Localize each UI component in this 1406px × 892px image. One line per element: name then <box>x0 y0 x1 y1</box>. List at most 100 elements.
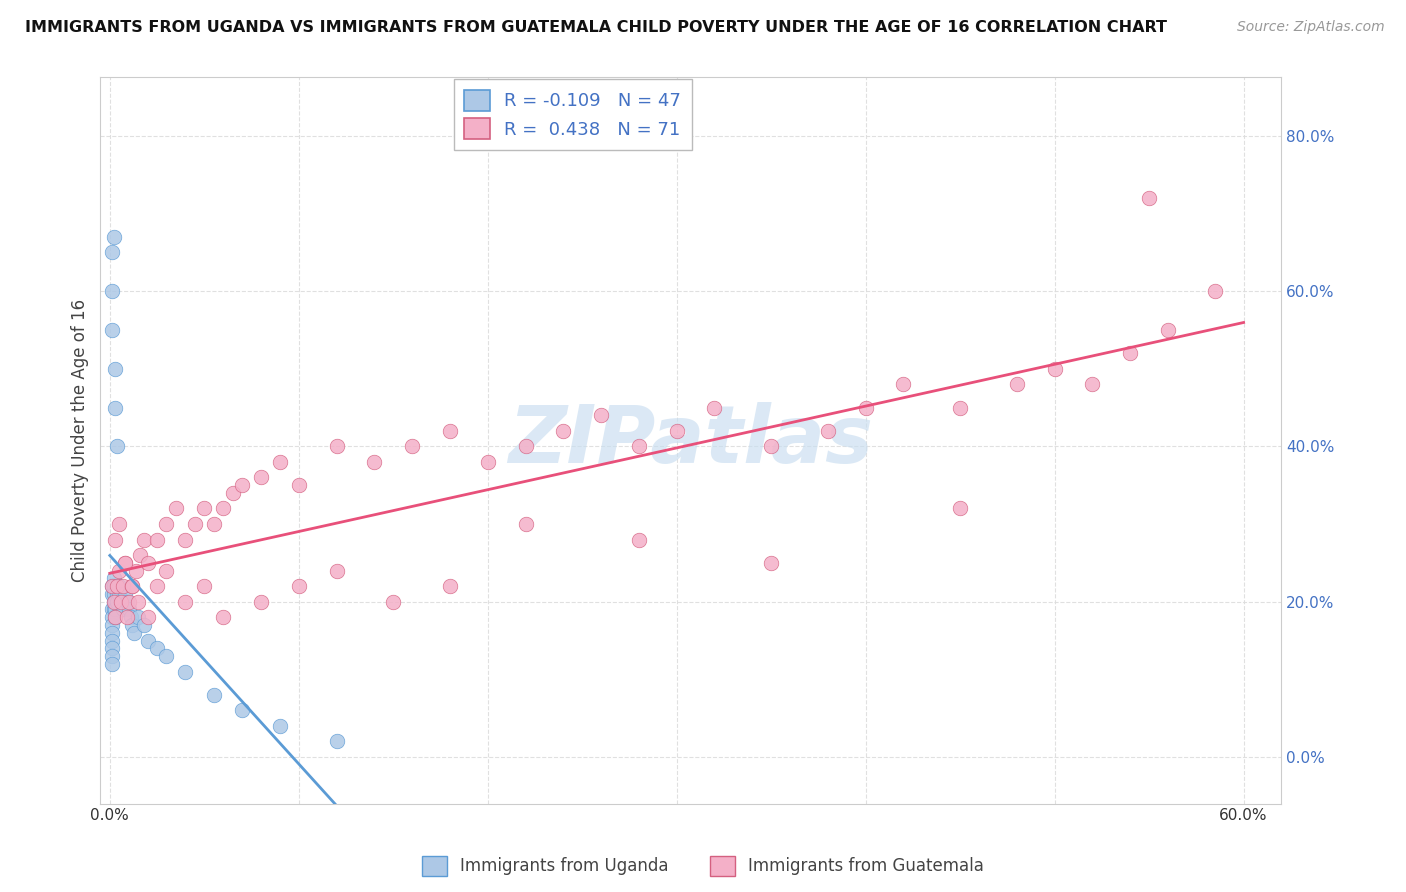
Point <box>108 564 131 578</box>
Point <box>193 579 215 593</box>
Point <box>125 564 148 578</box>
Point <box>114 556 136 570</box>
Point <box>136 556 159 570</box>
Point <box>136 633 159 648</box>
Point <box>155 564 177 578</box>
Text: Source: ZipAtlas.com: Source: ZipAtlas.com <box>1237 20 1385 34</box>
Point <box>949 401 972 415</box>
Point <box>325 734 347 748</box>
Point <box>100 641 122 656</box>
Point <box>127 595 149 609</box>
Point <box>110 595 132 609</box>
Point <box>121 579 143 593</box>
Point <box>100 579 122 593</box>
Point <box>817 424 839 438</box>
Point <box>104 361 127 376</box>
Point <box>132 533 155 547</box>
Text: ZIPatlas: ZIPatlas <box>509 401 873 480</box>
Point <box>382 595 405 609</box>
Point <box>103 602 125 616</box>
Point <box>174 595 197 609</box>
Point <box>112 579 135 593</box>
Point <box>108 579 131 593</box>
Point <box>665 424 688 438</box>
Point <box>127 610 149 624</box>
Point <box>1204 284 1226 298</box>
Point <box>104 602 127 616</box>
Text: IMMIGRANTS FROM UGANDA VS IMMIGRANTS FROM GUATEMALA CHILD POVERTY UNDER THE AGE : IMMIGRANTS FROM UGANDA VS IMMIGRANTS FRO… <box>25 20 1167 35</box>
Point <box>110 595 132 609</box>
Legend: Immigrants from Uganda, Immigrants from Guatemala: Immigrants from Uganda, Immigrants from … <box>415 849 991 882</box>
Point <box>115 610 138 624</box>
Point <box>136 610 159 624</box>
Point <box>103 595 125 609</box>
Point <box>212 501 235 516</box>
Point <box>269 455 291 469</box>
Point <box>103 571 125 585</box>
Point <box>250 595 273 609</box>
Point <box>439 424 461 438</box>
Point <box>118 595 141 609</box>
Point <box>100 579 122 593</box>
Point <box>363 455 385 469</box>
Point <box>221 486 243 500</box>
Point <box>124 625 146 640</box>
Point <box>212 610 235 624</box>
Point <box>146 641 169 656</box>
Point <box>108 516 131 531</box>
Point <box>703 401 725 415</box>
Point <box>287 579 309 593</box>
Point <box>1081 377 1104 392</box>
Point <box>103 579 125 593</box>
Point <box>1005 377 1028 392</box>
Point <box>100 284 122 298</box>
Point <box>231 703 253 717</box>
Point <box>104 595 127 609</box>
Point <box>155 648 177 663</box>
Point <box>146 579 169 593</box>
Point <box>121 579 143 593</box>
Point <box>114 556 136 570</box>
Point <box>1043 361 1066 376</box>
Point <box>100 602 122 616</box>
Point <box>112 602 135 616</box>
Point <box>287 478 309 492</box>
Point <box>103 587 125 601</box>
Point <box>1119 346 1142 360</box>
Point <box>105 579 128 593</box>
Point <box>1157 323 1180 337</box>
Point <box>100 587 122 601</box>
Point <box>100 657 122 671</box>
Point <box>553 424 575 438</box>
Point <box>439 579 461 593</box>
Point <box>118 602 141 616</box>
Point <box>132 618 155 632</box>
Point <box>103 229 125 244</box>
Point <box>129 548 152 562</box>
Point <box>120 610 142 624</box>
Point <box>202 688 225 702</box>
Point <box>105 587 128 601</box>
Point <box>250 470 273 484</box>
Point <box>104 533 127 547</box>
Point <box>100 245 122 260</box>
Point <box>100 618 122 632</box>
Point <box>477 455 499 469</box>
Point <box>100 323 122 337</box>
Point <box>269 719 291 733</box>
Point <box>100 633 122 648</box>
Point <box>100 610 122 624</box>
Point <box>174 533 197 547</box>
Point <box>105 439 128 453</box>
Point <box>165 501 187 516</box>
Point <box>104 401 127 415</box>
Point <box>174 665 197 679</box>
Point <box>121 618 143 632</box>
Point <box>855 401 877 415</box>
Point <box>627 439 650 453</box>
Point <box>104 610 127 624</box>
Y-axis label: Child Poverty Under the Age of 16: Child Poverty Under the Age of 16 <box>72 299 89 582</box>
Point <box>759 556 782 570</box>
Point <box>515 439 537 453</box>
Point <box>202 516 225 531</box>
